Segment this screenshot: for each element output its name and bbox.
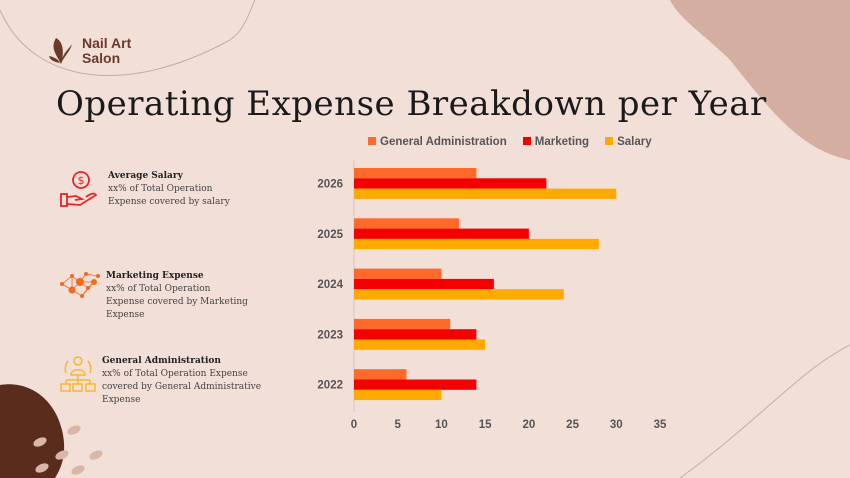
x-tick-label: 10 [435,419,448,431]
info-line: xx% of Total Operation [106,284,211,294]
bar-2022-general-administration [354,369,407,380]
bar-2024-marketing [354,278,494,290]
bar-2022-salary [354,389,442,401]
brand-name-line2: Salon [82,50,121,66]
y-tick-label: 2026 [317,178,343,190]
info-heading: General Administration [102,356,221,366]
legend-label: Marketing [534,136,590,148]
bar-2023-marketing [354,329,477,340]
info-line: Expense covered by salary [108,197,230,207]
bar-2023-general-administration [354,318,451,330]
x-tick-label: 35 [654,419,667,431]
info-line: covered by General Administrative [102,382,262,392]
info-heading: Average Salary [108,171,183,181]
svg-text:$: $ [78,174,85,187]
x-tick-label: 15 [479,419,492,431]
legend-label: General Administration [380,136,507,148]
x-tick-label: 20 [522,419,535,431]
y-tick-label: 2022 [317,380,343,392]
bar-2025-general-administration [354,218,459,229]
legend-item: General Administration [368,136,507,148]
info-line: Expense [106,310,145,320]
brand-logo: Nail Art Salon [48,36,131,66]
info-line: xx% of Total Operation [108,184,213,194]
bar-2024-general-administration [354,268,442,279]
butterfly-icon [49,38,72,64]
chart-legend: General Administration Marketing Salary [368,136,652,148]
info-heading: Marketing Expense [106,271,204,281]
x-tick-label: 5 [395,419,402,431]
x-tick-label: 25 [566,419,579,431]
bar-2025-salary [354,238,599,250]
org-chart-icon [60,356,96,392]
info-average-salary: $ Average Salary xx% of Total Operation Ex… [60,170,230,210]
legend-item: Salary [605,136,652,148]
x-tick-label: 30 [610,419,623,431]
y-tick-label: 2023 [317,329,343,341]
info-line: Expense [102,395,141,405]
legend-item: Marketing [522,136,590,148]
y-tick-label: 2025 [317,229,343,241]
hand-dollar-icon: $ [60,171,98,207]
bar-2026-marketing [354,178,547,189]
network-people-icon [60,272,100,298]
page-title: Operating Expense Breakdown per Year [56,84,767,124]
info-line: Expense covered by Marketing [106,297,248,307]
brand-name-line1: Nail Art [82,35,132,51]
info-line: xx% of Total Operation Expense [102,369,248,379]
bar-2024-salary [354,289,564,300]
bar-2023-salary [354,339,486,350]
bar-2026-general-administration [354,168,477,179]
info-marketing-expense: Marketing Expense xx% of Total Operation E… [60,270,248,322]
x-tick-label: 0 [351,419,357,431]
bar-2022-marketing [354,379,477,390]
bar-2025-marketing [354,228,529,239]
y-tick-label: 2024 [317,279,343,291]
info-general-administration: General Administration xx% of Total Opera… [60,355,261,407]
legend-label: Salary [617,136,652,148]
bar-2026-salary [354,188,617,199]
